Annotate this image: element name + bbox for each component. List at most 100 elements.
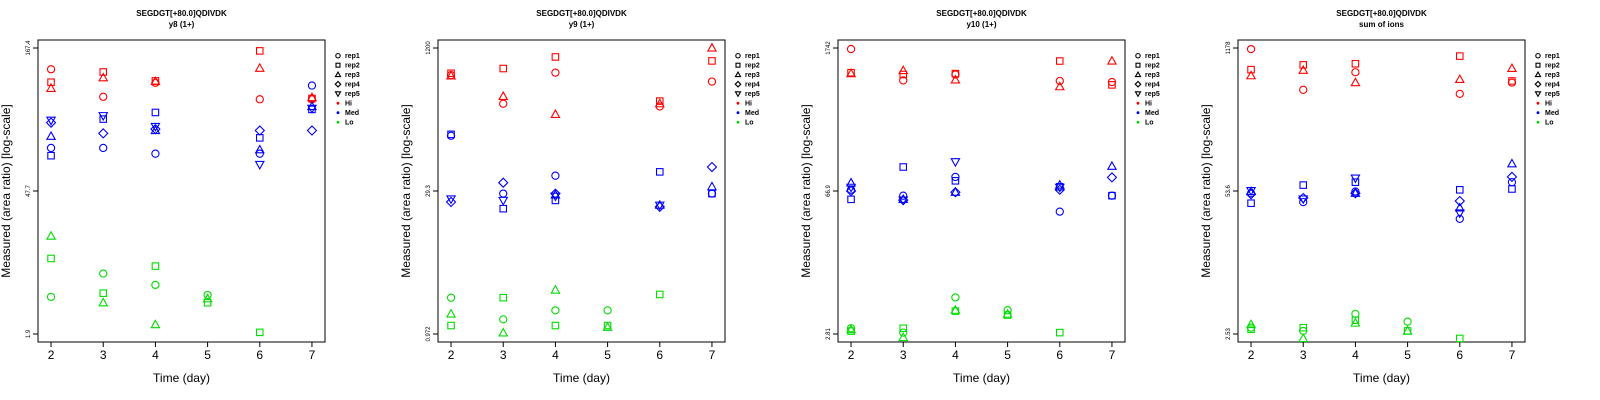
- data-point-hi-rep1: [1507, 78, 1517, 87]
- data-point-lo-rep2: [1299, 323, 1308, 332]
- legend-label-lo: Lo: [1545, 120, 1554, 127]
- data-point-hi-rep2: [1455, 52, 1464, 60]
- data-point-med-rep1: [1055, 207, 1064, 216]
- legend-label-rep3: rep3: [1145, 72, 1160, 79]
- legend-marker-rep5: [334, 91, 342, 98]
- x-tick-label: 3: [1300, 348, 1307, 362]
- data-point-med-rep3: [845, 177, 857, 187]
- data-point-med-rep4: [550, 188, 561, 199]
- data-point-med-rep4: [1245, 188, 1257, 200]
- data-point-med-rep2: [1455, 186, 1464, 194]
- legend-label-rep2: rep2: [1545, 63, 1560, 70]
- data-point-lo-rep3: [845, 324, 857, 334]
- data-point-hi-rep2: [1508, 77, 1516, 85]
- legend-label-rep1: rep1: [345, 53, 360, 60]
- chart-title: SEGDGT[+80.0]QDIVDK: [936, 9, 1027, 18]
- legend-dot-hi: [1136, 101, 1140, 105]
- data-point-med-rep4: [150, 123, 161, 135]
- data-point-med-rep5: [98, 112, 109, 122]
- data-point-med-rep2: [47, 151, 55, 160]
- data-point-hi-rep2: [708, 57, 716, 65]
- data-point-med-rep5: [150, 122, 161, 132]
- x-tick-label: 2: [48, 348, 55, 362]
- data-point-lo-rep3: [1002, 308, 1013, 318]
- data-point-med-rep3: [706, 181, 718, 191]
- data-points: [445, 42, 718, 337]
- data-point-med-rep4: [445, 196, 457, 208]
- data-point-hi-rep3: [706, 42, 718, 52]
- chart-subtitle: y10 (1+): [966, 20, 996, 29]
- legend-label-rep3: rep3: [345, 72, 360, 79]
- data-point-lo-rep3: [45, 230, 57, 240]
- legend: rep1 rep2 rep3 rep4 rep5 Hi Med Lo: [1534, 52, 1560, 127]
- legend-label-rep5: rep5: [345, 91, 360, 98]
- legend-label-med: Med: [1145, 110, 1159, 117]
- data-point-med-rep4: [706, 161, 718, 173]
- data-point-lo-rep3: [1298, 332, 1309, 343]
- data-point-med-rep4: [845, 185, 857, 197]
- data-point-hi-rep2: [1108, 81, 1116, 89]
- legend-label-rep4: rep4: [1545, 82, 1560, 89]
- data-point-med-rep1: [46, 143, 56, 153]
- data-point-lo-rep1: [603, 306, 612, 315]
- data-point-hi-rep3: [950, 74, 961, 84]
- data-point-med-rep2: [1108, 191, 1116, 200]
- x-tick-label: 3: [100, 348, 107, 362]
- data-point-hi-rep3: [1506, 62, 1518, 73]
- data-point-med-rep2: [951, 177, 960, 185]
- data-point-med-rep5: [654, 201, 665, 211]
- data-point-hi-rep1: [499, 99, 508, 108]
- data-point-hi-rep2: [447, 69, 455, 78]
- x-tick-label: 6: [1056, 348, 1063, 362]
- x-tick-label: 4: [152, 348, 159, 362]
- y-tick-label: 1742: [826, 41, 832, 55]
- legend-dot-lo: [736, 120, 740, 124]
- data-point-hi-rep3: [550, 108, 561, 118]
- y-tick-label: 1.9: [26, 329, 32, 338]
- data-point-med-rep4: [254, 125, 266, 136]
- legend-marker-rep3: [1534, 70, 1542, 78]
- data-point-med-rep1: [899, 191, 908, 200]
- data-point-med-rep2: [847, 195, 855, 204]
- chart-subtitle: y8 (1+): [169, 20, 195, 29]
- data-point-hi-rep2: [47, 78, 55, 86]
- legend-label-rep2: rep2: [745, 63, 760, 70]
- data-point-med-rep1: [1107, 191, 1117, 200]
- data-point-med-rep3: [1506, 158, 1518, 168]
- data-point-med-rep2: [499, 204, 508, 213]
- data-point-hi-rep3: [1298, 64, 1309, 74]
- data-point-med-rep4: [45, 117, 57, 128]
- data-point-hi-rep1: [255, 95, 264, 104]
- data-point-med-rep2: [899, 163, 908, 171]
- data-point-med-rep1: [951, 172, 960, 182]
- legend-marker-rep3: [734, 70, 742, 78]
- data-point-hi-rep3: [306, 92, 318, 102]
- data-point-hi-rep2: [655, 97, 664, 105]
- data-point-lo-rep2: [655, 290, 664, 299]
- data-point-hi-rep2: [1055, 57, 1064, 65]
- data-point-lo-rep3: [202, 293, 213, 303]
- data-point-med-rep1: [551, 171, 560, 180]
- data-point-hi-rep3: [654, 98, 665, 108]
- data-point-med-rep5: [950, 158, 961, 168]
- data-point-lo-rep2: [1351, 316, 1360, 325]
- legend-label-rep5: rep5: [1145, 91, 1160, 98]
- legend: rep1 rep2 rep3 rep4 rep5 Hi Med Lo: [1134, 52, 1160, 127]
- data-point-lo-rep2: [47, 254, 55, 263]
- data-point-med-rep5: [1350, 174, 1361, 184]
- data-point-med-rep1: [255, 149, 264, 158]
- data-point-hi-rep3: [1106, 55, 1118, 65]
- x-axis-label: Time (day): [153, 371, 210, 385]
- data-point-med-rep2: [99, 115, 108, 123]
- x-tick-label: 7: [309, 348, 316, 362]
- legend-marker-rep1: [335, 52, 341, 59]
- data-point-hi-rep3: [98, 72, 109, 82]
- data-point-hi-rep1: [1299, 85, 1308, 94]
- y-axis-label: Measured (area ratio) [log-scale]: [0, 104, 13, 277]
- data-point-lo-rep2: [899, 324, 908, 333]
- legend-marker-rep2: [1535, 62, 1541, 68]
- x-tick-label: 3: [900, 348, 907, 362]
- data-points: [845, 44, 1118, 342]
- legend-dot-lo: [1136, 120, 1140, 124]
- y-axis-label: Measured (area ratio) [log-scale]: [800, 104, 813, 277]
